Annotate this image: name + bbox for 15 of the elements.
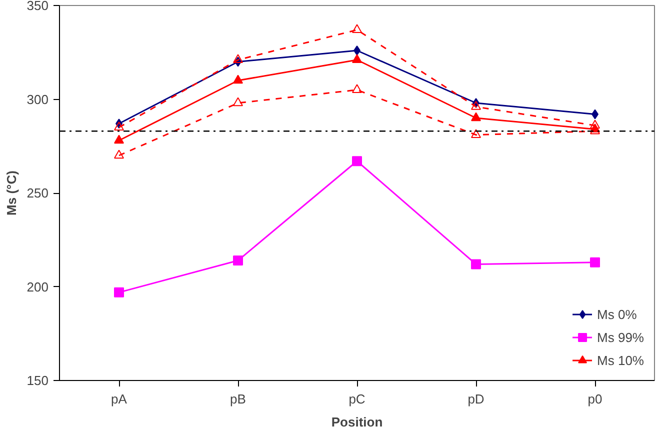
x-tick-label: pD: [468, 392, 484, 406]
x-tick-label: p0: [588, 392, 602, 406]
x-tick-label: pA: [111, 392, 128, 406]
legend-label: Ms 10%: [597, 352, 644, 368]
x-tick-label: pB: [230, 392, 246, 406]
y-tick-label: 250: [26, 186, 49, 200]
y-tick-label: 150: [26, 373, 49, 388]
x-axis-title: Position: [331, 414, 383, 430]
y-axis-title: Ms (°C): [4, 170, 19, 216]
legend-label: Ms 0%: [597, 306, 637, 322]
y-tick-label: 200: [26, 279, 49, 294]
legend-label: Ms 99%: [597, 330, 644, 344]
x-tick-label: pC: [348, 392, 366, 406]
y-tick-label: 300: [26, 92, 49, 107]
y-tick-label: 350: [26, 0, 49, 13]
